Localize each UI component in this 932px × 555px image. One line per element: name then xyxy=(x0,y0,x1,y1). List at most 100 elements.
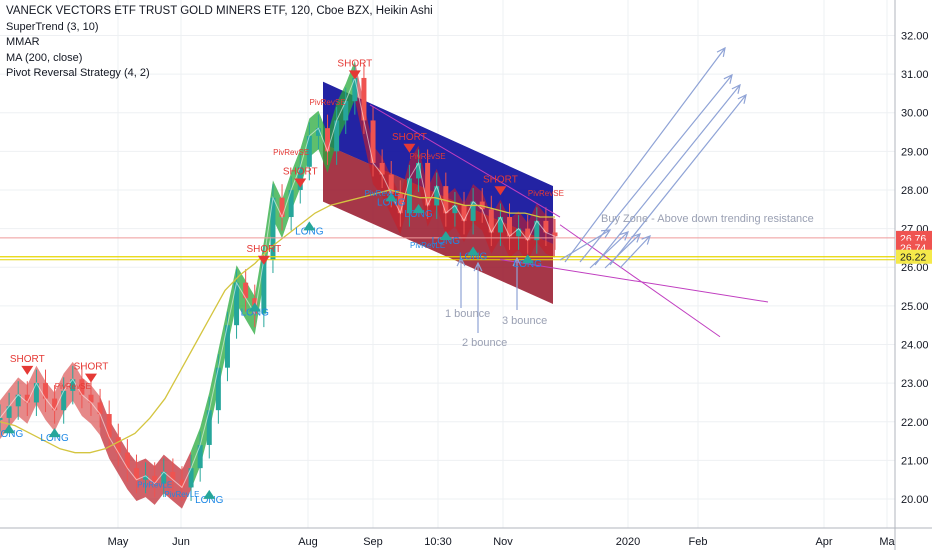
price-line xyxy=(0,76,556,489)
pivot-label-19: PivRevSE xyxy=(410,152,446,161)
pivot-marker-16 xyxy=(521,254,534,264)
candle-body xyxy=(33,383,39,403)
candle-body xyxy=(70,379,76,391)
pivot-marker-12 xyxy=(412,204,425,214)
y-tick-label: 20.00 xyxy=(901,494,929,506)
y-tick-label: 23.00 xyxy=(901,378,929,390)
candle-body xyxy=(370,120,376,163)
moving-average-line xyxy=(0,189,555,454)
candle-body xyxy=(488,209,494,233)
candle-body xyxy=(188,468,194,488)
y-tick-label: 22.00 xyxy=(901,417,929,429)
candle-body xyxy=(0,417,3,420)
pivot-label-8: LONG xyxy=(295,226,324,237)
candle-body xyxy=(443,186,449,214)
candle-body xyxy=(325,128,331,152)
pivot-label-17: PivRevSE xyxy=(310,98,346,107)
candle-body xyxy=(343,101,349,121)
legend-indicator-pivot[interactable]: Pivot Reversal Strategy (4, 2) xyxy=(6,67,150,79)
candle-body xyxy=(124,452,130,469)
arrow-head xyxy=(731,83,741,94)
x-tick-label: Nov xyxy=(493,536,513,548)
arrow xyxy=(619,234,651,269)
pivot-label-23: PivRevLE xyxy=(164,490,199,499)
arrow xyxy=(564,46,726,263)
candle-body xyxy=(379,162,385,175)
annotation-buy-zone: Buy Zone - Above down trending resistanc… xyxy=(601,213,814,225)
candle-body xyxy=(179,479,185,488)
arrow-shaft xyxy=(564,47,726,263)
legend-indicator-mmar[interactable]: MMAR xyxy=(6,36,40,48)
pivot-label-6: SHORT xyxy=(246,244,281,255)
arrow-head xyxy=(619,231,630,241)
pivot-label-12: LONG xyxy=(404,209,433,220)
candle-body xyxy=(206,410,212,445)
candle-body xyxy=(97,402,103,415)
arrow-head xyxy=(716,46,726,57)
candle-body xyxy=(516,228,522,237)
pivot-marker-2 xyxy=(3,424,16,434)
arrow-head xyxy=(512,256,522,267)
arrow-shaft xyxy=(609,94,747,266)
arrow xyxy=(604,233,641,269)
candle-body xyxy=(88,394,94,403)
annotation-bounce-3: 3 bounce xyxy=(502,315,547,327)
pivot-label-7: SHORT xyxy=(283,167,318,178)
arrow xyxy=(609,93,747,266)
candle-body xyxy=(334,120,340,152)
candle-body xyxy=(24,394,30,403)
x-tick-label: Sep xyxy=(363,536,383,548)
arrow-shaft xyxy=(559,229,611,261)
pivot-marker-7 xyxy=(294,178,307,188)
candle-body xyxy=(534,220,540,241)
candle-body xyxy=(497,217,503,233)
y-tick-label: 32.00 xyxy=(901,30,929,42)
arrow xyxy=(473,261,483,333)
pivot-label-4: LONG xyxy=(195,495,224,506)
pivot-label-1: SHORT xyxy=(74,362,109,373)
candle-body xyxy=(352,77,358,102)
pivot-marker-14 xyxy=(467,246,480,256)
projection-arrows xyxy=(456,46,747,333)
candle-body xyxy=(552,232,558,237)
x-tick-label: Apr xyxy=(815,536,832,548)
price-badge-bg xyxy=(896,249,932,264)
arrow xyxy=(512,256,522,310)
candle-body xyxy=(143,475,149,480)
pivot-label-0: SHORT xyxy=(10,354,45,365)
pivot-label-16: LONG xyxy=(514,259,543,270)
candle-body xyxy=(79,379,85,395)
arrow-head xyxy=(473,261,483,272)
y-tick-label: 24.00 xyxy=(901,340,929,352)
trendline-2 xyxy=(499,259,769,303)
legend-indicator-supertrend[interactable]: SuperTrend (3, 10) xyxy=(6,20,99,33)
pivot-label-21: PivRevSE xyxy=(55,382,91,391)
pivot-label-15: SHORT xyxy=(483,174,518,185)
candle-body xyxy=(42,383,48,399)
legend: VANECK VECTORS ETF TRUST GOLD MINERS ETF… xyxy=(6,4,433,82)
ribbon-down-1 xyxy=(0,361,101,440)
x-tick-label: Feb xyxy=(689,536,708,548)
candle-body xyxy=(243,282,249,299)
legend-indicator-ma[interactable]: MA (200, close) xyxy=(6,51,83,64)
pivot-label-10: LONG xyxy=(377,197,406,208)
arrow-head xyxy=(641,234,651,245)
y-tick-label: 30.00 xyxy=(901,108,929,120)
ribbon-up xyxy=(191,60,355,490)
pivot-marker-6 xyxy=(257,255,270,265)
trendline-1 xyxy=(559,224,721,338)
pivot-label-18: PivRevSE xyxy=(273,148,309,157)
candle-body xyxy=(461,205,467,221)
candle-body xyxy=(152,475,158,484)
candle-body xyxy=(361,77,367,121)
candle-body xyxy=(215,367,221,411)
pivot-marker-3 xyxy=(48,428,61,438)
candle-body xyxy=(61,390,67,411)
candle-body xyxy=(388,174,394,194)
legend-title: VANECK VECTORS ETF TRUST GOLD MINERS ETF… xyxy=(6,5,433,17)
arrow xyxy=(589,231,630,269)
candle-body xyxy=(197,444,203,469)
pivot-marker-10 xyxy=(385,192,398,202)
